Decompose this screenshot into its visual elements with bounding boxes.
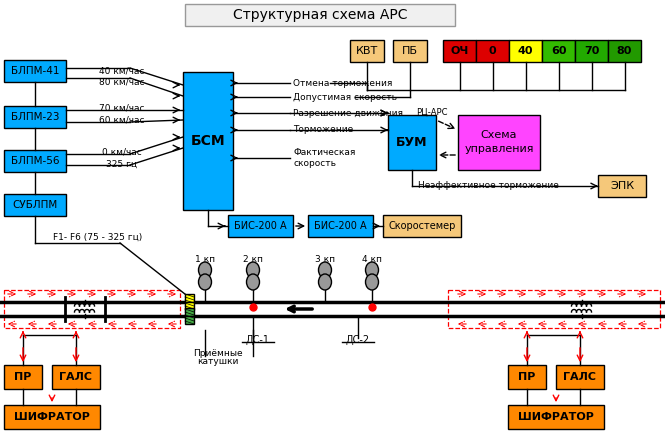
- Text: F1- F6 (75 - 325 гц): F1- F6 (75 - 325 гц): [53, 233, 142, 241]
- Text: БИС-200 А: БИС-200 А: [233, 221, 287, 231]
- Ellipse shape: [366, 274, 378, 290]
- Text: БЛПМ-23: БЛПМ-23: [11, 112, 59, 122]
- FancyBboxPatch shape: [575, 40, 608, 62]
- Text: 70 км/час: 70 км/час: [99, 104, 145, 113]
- Ellipse shape: [198, 262, 211, 278]
- Text: Структурная схема АРС: Структурная схема АРС: [233, 8, 407, 22]
- Text: 80: 80: [617, 46, 632, 56]
- FancyBboxPatch shape: [308, 215, 373, 237]
- FancyBboxPatch shape: [4, 150, 66, 172]
- Text: ШИФРАТОР: ШИФРАТОР: [14, 412, 90, 422]
- FancyBboxPatch shape: [185, 4, 455, 26]
- FancyBboxPatch shape: [458, 115, 540, 170]
- Text: 3 кп: 3 кп: [315, 256, 335, 264]
- Text: 1 кп: 1 кп: [195, 256, 215, 264]
- Text: БСМ: БСМ: [191, 134, 225, 148]
- Text: 40: 40: [518, 46, 533, 56]
- Text: 40 км/час: 40 км/час: [99, 66, 145, 75]
- Ellipse shape: [366, 262, 378, 278]
- FancyBboxPatch shape: [228, 215, 293, 237]
- Text: СУБЛПМ: СУБЛПМ: [13, 200, 58, 210]
- Text: ПР: ПР: [518, 372, 536, 382]
- Text: РЦ-АРС: РЦ-АРС: [416, 108, 448, 117]
- Text: Неэффективное торможение: Неэффективное торможение: [418, 182, 559, 190]
- Text: 80 км/час: 80 км/час: [99, 78, 145, 86]
- Text: 2 кп: 2 кп: [243, 256, 263, 264]
- Ellipse shape: [247, 274, 259, 290]
- Text: Приёмные: Приёмные: [194, 349, 243, 358]
- Ellipse shape: [198, 274, 211, 290]
- Text: катушки: катушки: [198, 358, 239, 366]
- FancyBboxPatch shape: [388, 115, 436, 170]
- Text: КВТ: КВТ: [356, 46, 378, 56]
- Text: БУМ: БУМ: [396, 136, 428, 149]
- Text: 4 кп: 4 кп: [362, 256, 382, 264]
- Text: 0: 0: [489, 46, 496, 56]
- Text: Разрешение движения: Разрешение движения: [293, 109, 403, 117]
- Text: 60 км/час: 60 км/час: [99, 116, 145, 124]
- Text: ЭПК: ЭПК: [610, 181, 634, 191]
- FancyBboxPatch shape: [383, 215, 461, 237]
- FancyBboxPatch shape: [556, 365, 604, 389]
- FancyBboxPatch shape: [4, 365, 42, 389]
- Text: ДС-2: ДС-2: [346, 335, 370, 345]
- FancyBboxPatch shape: [598, 175, 646, 197]
- Text: БИС-200 А: БИС-200 А: [314, 221, 366, 231]
- FancyBboxPatch shape: [183, 72, 233, 210]
- FancyBboxPatch shape: [185, 302, 194, 310]
- FancyBboxPatch shape: [185, 294, 194, 302]
- FancyBboxPatch shape: [508, 405, 604, 429]
- Text: БЛПМ-56: БЛПМ-56: [11, 156, 59, 166]
- FancyBboxPatch shape: [509, 40, 542, 62]
- Text: Допустимая скорость: Допустимая скорость: [293, 93, 397, 101]
- FancyBboxPatch shape: [4, 106, 66, 128]
- FancyBboxPatch shape: [476, 40, 509, 62]
- FancyBboxPatch shape: [4, 60, 66, 82]
- Text: ГАЛС: ГАЛС: [563, 372, 597, 382]
- Text: ПБ: ПБ: [402, 46, 418, 56]
- FancyBboxPatch shape: [542, 40, 575, 62]
- Text: ШИФРАТОР: ШИФРАТОР: [518, 412, 594, 422]
- Text: ДС-1: ДС-1: [246, 335, 270, 345]
- FancyBboxPatch shape: [608, 40, 641, 62]
- FancyBboxPatch shape: [350, 40, 384, 62]
- Ellipse shape: [319, 262, 331, 278]
- Text: ОЧ: ОЧ: [450, 46, 469, 56]
- Text: Скоростемер: Скоростемер: [388, 221, 456, 231]
- Text: 70: 70: [584, 46, 599, 56]
- Text: ПР: ПР: [15, 372, 32, 382]
- Text: управления: управления: [464, 144, 534, 154]
- Text: 0 км/час: 0 км/час: [102, 148, 142, 156]
- FancyBboxPatch shape: [52, 365, 100, 389]
- Ellipse shape: [247, 262, 259, 278]
- FancyBboxPatch shape: [4, 405, 100, 429]
- Text: БЛПМ-41: БЛПМ-41: [11, 66, 59, 76]
- Text: Фактическая
скорость: Фактическая скорость: [293, 148, 355, 168]
- FancyBboxPatch shape: [508, 365, 546, 389]
- FancyBboxPatch shape: [443, 40, 476, 62]
- Ellipse shape: [319, 274, 331, 290]
- FancyBboxPatch shape: [185, 308, 194, 316]
- Text: ГАЛС: ГАЛС: [59, 372, 92, 382]
- Text: 60: 60: [551, 46, 567, 56]
- Text: Схема: Схема: [481, 130, 517, 140]
- Text: 325 гц: 325 гц: [106, 159, 138, 168]
- FancyBboxPatch shape: [4, 194, 66, 216]
- Text: Отмена торможения: Отмена торможения: [293, 78, 392, 88]
- Text: Торможение: Торможение: [293, 125, 353, 135]
- FancyBboxPatch shape: [185, 316, 194, 324]
- FancyBboxPatch shape: [393, 40, 427, 62]
